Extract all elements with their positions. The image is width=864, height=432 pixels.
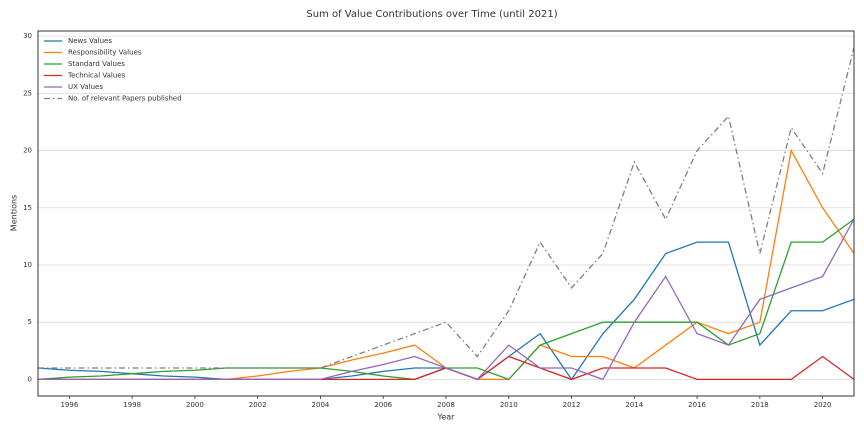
x-tick-label: 2000: [186, 401, 204, 409]
x-tick-label: 1996: [60, 401, 78, 409]
x-tick-label: 2014: [625, 401, 643, 409]
x-tick-label: 2002: [249, 401, 267, 409]
legend-label: No. of relevant Papers published: [68, 95, 182, 103]
legend-label: Technical Values: [67, 72, 126, 80]
y-tick-label: 15: [23, 204, 32, 212]
series-line: [37, 241, 855, 381]
y-tick-label: 0: [28, 375, 32, 383]
x-tick-label: 2006: [374, 401, 392, 409]
legend-label: UX Values: [68, 83, 103, 91]
legend-label: News Values: [68, 37, 112, 45]
series-line: [38, 218, 855, 381]
chart-title: Sum of Value Contributions over Time (un…: [306, 9, 557, 20]
x-tick-label: 2018: [751, 401, 769, 409]
y-tick-label: 30: [23, 32, 32, 40]
y-axis-label: Mentions: [10, 195, 19, 231]
x-tick-label: 2016: [688, 401, 706, 409]
plot-frame: [37, 30, 855, 397]
series-line: [38, 47, 855, 369]
x-tick-label: 1998: [123, 401, 141, 409]
x-tick-label: 2012: [563, 401, 581, 409]
x-tick-label: 2008: [437, 401, 455, 409]
x-tick-label: 2004: [312, 401, 330, 409]
legend-label: Responsibility Values: [68, 49, 142, 57]
x-axis-label: Year: [437, 413, 456, 422]
series-line: [37, 218, 855, 381]
x-tick-label: 2020: [814, 401, 832, 409]
y-tick-label: 10: [23, 261, 32, 269]
y-tick-label: 5: [28, 318, 32, 326]
y-tick-label: 20: [23, 147, 32, 155]
x-tick-label: 2010: [500, 401, 518, 409]
y-tick-label: 25: [23, 89, 32, 97]
legend-label: Standard Values: [68, 60, 125, 68]
